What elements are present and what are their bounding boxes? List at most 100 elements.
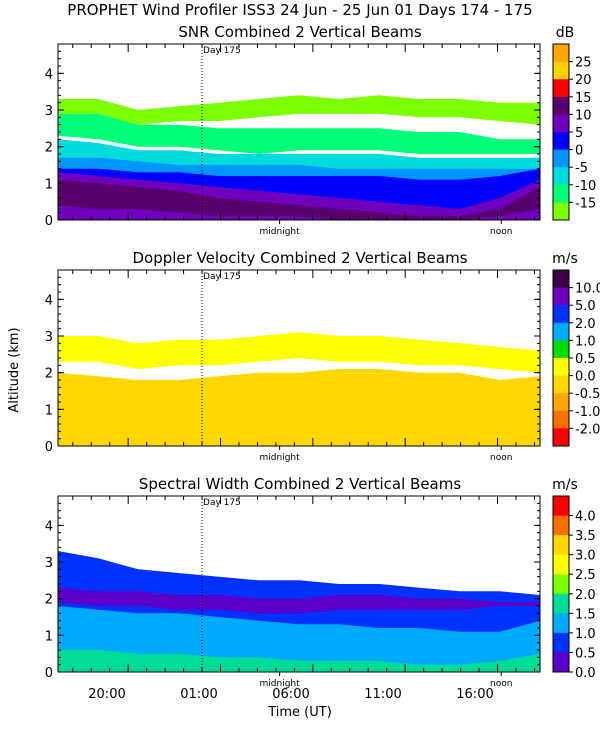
colorbar-segment — [553, 632, 569, 653]
data-layer — [58, 179, 540, 220]
colorbar-segment — [553, 149, 569, 168]
colorbar-tick-label: 10.0 — [575, 282, 600, 297]
y-tick-label: 2 — [45, 141, 53, 156]
y-tick-label: 0 — [45, 666, 53, 681]
colorbar-segment — [553, 496, 569, 517]
spectral-width-panel: Spectral Width Combined 2 Vertical Beams… — [45, 475, 596, 689]
colorbar-unit: dB — [556, 25, 575, 41]
x-tick-label: 20:00 — [88, 687, 125, 702]
colorbar-frame — [552, 495, 570, 673]
colorbar-tick-label: 1.5 — [575, 607, 596, 622]
colorbar-tick-label: 25 — [575, 56, 592, 71]
colorbar-segment — [553, 410, 569, 429]
x-tick-label: 06:00 — [272, 687, 309, 702]
colorbar-tick-label: 4.0 — [575, 510, 596, 525]
colorbar-tick-label: 3.0 — [575, 549, 596, 564]
panel-title: SNR Combined 2 Vertical Beams — [178, 23, 421, 41]
y-tick-label: 0 — [45, 440, 53, 455]
x-tick-label: 11:00 — [364, 687, 401, 702]
midnight-label: midnight — [260, 679, 301, 689]
colorbar-tick-label: 1.0 — [575, 627, 596, 642]
colorbar-segment — [553, 305, 569, 324]
colorbar-tick-label: 5 — [575, 126, 583, 141]
panel-title: Doppler Velocity Combined 2 Vertical Bea… — [132, 249, 467, 267]
colorbar-segment — [553, 184, 569, 203]
colorbar-segment — [553, 340, 569, 359]
colorbar-tick-label: 5.0 — [575, 299, 596, 314]
y-tick-label: 1 — [45, 403, 53, 418]
colorbar-segment — [553, 375, 569, 394]
y-tick-label: 1 — [45, 629, 53, 644]
noon-label: noon — [490, 679, 512, 689]
noon-label: noon — [490, 227, 512, 237]
colorbar-tick-label: 2.0 — [575, 588, 596, 603]
colorbar-tick-label: 0.5 — [575, 646, 596, 661]
colorbar-tick-label: 10 — [575, 108, 592, 123]
colorbar-segment — [553, 515, 569, 536]
y-axis-label: Altitude (km) — [7, 327, 22, 412]
colorbar-tick-label: 3.5 — [575, 529, 596, 544]
day-label: Day 175 — [203, 498, 241, 508]
colorbar-tick-label: -15 — [575, 196, 596, 211]
colorbar-segment — [553, 613, 569, 634]
colorbar-segment — [553, 428, 569, 447]
y-tick-label: 4 — [45, 67, 53, 82]
colorbar-segment — [553, 202, 569, 221]
snr-panel: SNR Combined 2 Vertical Beams 0 1 2 3 4 Day 17… — [45, 23, 597, 237]
colorbar-segment — [553, 535, 569, 556]
day-label: Day 175 — [203, 46, 241, 56]
colorbar-segment — [553, 96, 569, 115]
day-label: Day 175 — [203, 272, 241, 282]
colorbar-segment — [553, 652, 569, 673]
colorbar-segment — [553, 358, 569, 377]
colorbar-tick-label: 0.0 — [575, 666, 596, 681]
figure-title: PROPHET Wind Profiler ISS3 24 Jun - 25 J… — [67, 1, 532, 19]
y-tick-label: 3 — [45, 104, 53, 119]
y-tick-label: 3 — [45, 330, 53, 345]
y-tick-label: 2 — [45, 593, 53, 608]
y-tick-label: 0 — [45, 214, 53, 229]
colorbar-segment — [553, 114, 569, 133]
colorbar-segment — [553, 593, 569, 614]
midnight-label: midnight — [260, 453, 301, 463]
x-tick-labels: 20:00 01:00 06:00 11:00 16:00 — [88, 687, 493, 702]
data-layer — [58, 113, 540, 154]
colorbar-segment — [553, 554, 569, 575]
colorbar-unit: m/s — [552, 477, 578, 493]
colorbar-segment — [553, 79, 569, 98]
colorbar-tick-label: 2.0 — [575, 317, 596, 332]
doppler-velocity-panel: Doppler Velocity Combined 2 Vertical Bea… — [45, 249, 600, 463]
y-tick-label: 2 — [45, 367, 53, 382]
colorbar-segment — [553, 61, 569, 80]
colorbar-tick-label: 2.5 — [575, 568, 596, 583]
colorbar-segment — [553, 393, 569, 412]
colorbar-tick-label: -1.0 — [575, 405, 600, 420]
colorbar-unit: m/s — [552, 251, 578, 267]
colorbar-segment — [553, 574, 569, 595]
colorbar-tick-label: -2.0 — [575, 422, 600, 437]
panel-title: Spectral Width Combined 2 Vertical Beams — [139, 475, 462, 493]
x-tick-label: 16:00 — [456, 687, 493, 702]
colorbar-tick-label: 0.0 — [575, 370, 596, 385]
colorbar-tick-label: 1.0 — [575, 334, 596, 349]
colorbar-tick-label: 20 — [575, 73, 592, 88]
colorbar-segment — [553, 44, 569, 63]
y-tick-label: 4 — [45, 519, 53, 534]
colorbar-tick-label: -0.5 — [575, 387, 600, 402]
colorbar-segment — [553, 167, 569, 186]
colorbar-segment — [553, 270, 569, 289]
colorbar-tick-label: 0.5 — [575, 352, 596, 367]
colorbar-tick-label: -10 — [575, 179, 596, 194]
data-layer — [58, 369, 540, 446]
colorbar-tick-label: -5 — [575, 161, 588, 176]
x-axis-label: Time (UT) — [267, 705, 332, 720]
y-tick-label: 4 — [45, 293, 53, 308]
data-layer — [58, 95, 540, 125]
data-layer — [58, 587, 540, 614]
data-layer — [58, 332, 540, 373]
x-tick-label: 01:00 — [180, 687, 217, 702]
colorbar-tick-label: 15 — [575, 91, 592, 106]
y-tick-label: 1 — [45, 177, 53, 192]
y-tick-label: 3 — [45, 556, 53, 571]
